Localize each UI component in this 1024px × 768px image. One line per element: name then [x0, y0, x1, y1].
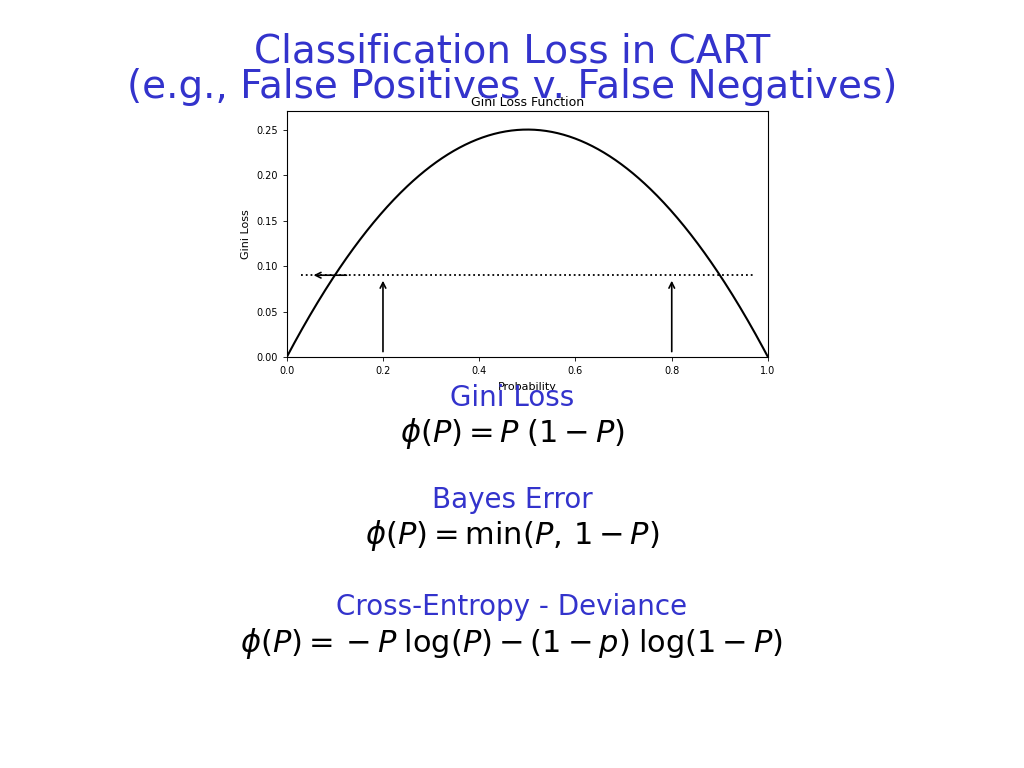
Text: $\phi(P) = P\;(1 - P)$: $\phi(P) = P\;(1 - P)$: [399, 416, 625, 452]
Title: Gini Loss Function: Gini Loss Function: [471, 96, 584, 109]
X-axis label: Probability: Probability: [498, 382, 557, 392]
Text: (e.g., False Positives v. False Negatives): (e.g., False Positives v. False Negative…: [127, 68, 897, 105]
Text: Bayes Error: Bayes Error: [432, 486, 592, 514]
Text: $\phi(P) = \min(P,\,1 - P)$: $\phi(P) = \min(P,\,1 - P)$: [365, 518, 659, 554]
Text: Classification Loss in CART: Classification Loss in CART: [254, 32, 770, 70]
Y-axis label: Gini Loss: Gini Loss: [241, 210, 251, 259]
Text: $\phi(P) = -P\;\log(P) - (1 - p)\;\log(1 - P)$: $\phi(P) = -P\;\log(P) - (1 - p)\;\log(1…: [241, 626, 783, 661]
Text: Cross-Entropy - Deviance: Cross-Entropy - Deviance: [337, 593, 687, 621]
Text: Gini Loss: Gini Loss: [450, 384, 574, 412]
